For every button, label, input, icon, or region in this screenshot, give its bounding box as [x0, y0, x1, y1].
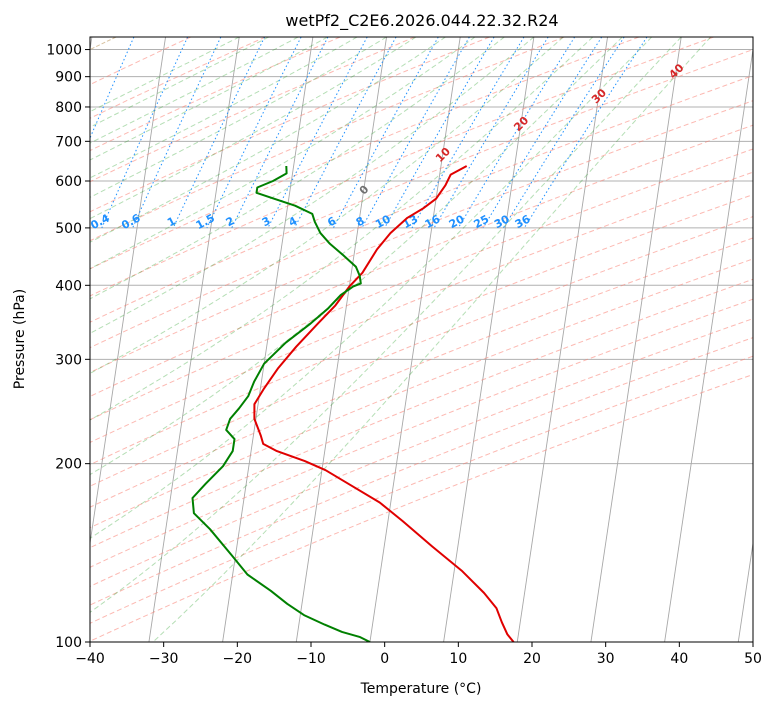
plot-background — [90, 37, 753, 642]
isotherm-line — [295, 37, 387, 642]
y-axis-ticks: 100 200 300 400 500 600 700 800 900 1000 — [46, 43, 90, 651]
dry-adiabat — [90, 337, 753, 606]
x-tick-label: −10 — [296, 651, 326, 667]
dry-adiabat — [90, 37, 415, 183]
isotherm-line — [369, 37, 461, 642]
y-tick-label: 100 — [55, 635, 82, 651]
y-tick-label: 900 — [55, 70, 82, 86]
x-tick-label: 40 — [670, 651, 688, 667]
dry-adiabat — [90, 37, 341, 152]
y-tick-label: 600 — [55, 174, 82, 190]
moist-adiabat — [90, 37, 594, 421]
mixing-ratio-line — [433, 37, 549, 229]
mixing-ratio-line — [267, 37, 368, 229]
isotherm-line — [148, 37, 240, 642]
dry-adiabat — [90, 37, 714, 297]
x-tick-label: 50 — [744, 651, 762, 667]
x-tick-label: 10 — [449, 651, 467, 667]
dry-adiabat — [90, 373, 753, 642]
y-tick-label: 300 — [55, 352, 82, 368]
mixing-ratio-label: 25 — [472, 212, 492, 231]
dry-adiabat — [90, 298, 753, 568]
dry-adiabat — [90, 171, 753, 444]
isobar-gridlines — [90, 49, 753, 642]
mixing-ratio-line — [457, 37, 576, 229]
y-tick-label: 1000 — [46, 43, 82, 59]
mixing-ratio-line — [294, 37, 397, 229]
isotherm-line — [516, 37, 608, 642]
dry-adiabat — [90, 318, 753, 587]
x-tick-label: −40 — [75, 651, 105, 667]
mixing-ratio-line — [503, 37, 625, 229]
moist-adiabat — [90, 37, 653, 539]
plot-area: -100-90-80-70-60-50-40-30-20-10010203040… — [0, 37, 753, 642]
isotherm-lines — [90, 37, 753, 642]
mixing-ratio-line — [231, 37, 329, 229]
moist-adiabat — [90, 37, 328, 161]
x-tick-label: −30 — [149, 651, 179, 667]
x-tick-label: 30 — [597, 651, 615, 667]
plot-frame — [89, 36, 754, 643]
x-tick-label: −20 — [223, 651, 253, 667]
mixing-ratio-lines — [5, 37, 648, 229]
moist-adiabat — [90, 37, 387, 198]
y-tick-label: 700 — [55, 134, 82, 150]
y-tick-label: 400 — [55, 278, 82, 294]
chart-title: wetPf2_C2E6.2026.044.22.32.R24 — [285, 11, 558, 31]
moist-adiabat — [90, 37, 476, 270]
dry-adiabat — [90, 37, 191, 86]
x-axis-label: Temperature (°C) — [360, 681, 482, 697]
moist-adiabat-lines — [90, 37, 712, 642]
dry-adiabat — [90, 124, 753, 397]
mixing-ratio-label: 30 — [492, 212, 512, 231]
temperature-line — [253, 165, 515, 642]
mixing-ratio-line — [206, 37, 302, 229]
mixing-ratio-label: 10 — [373, 212, 393, 231]
moist-adiabat — [90, 37, 682, 613]
isotherm-line — [590, 37, 682, 642]
sounding-series — [191, 165, 515, 642]
mixing-ratio-line — [482, 37, 603, 229]
mixing-ratio-labels: 0.1 0.2 0.4 0.6 1 1.5 2 3 4 6 8 10 13 16 20 25 30 36 — [0, 211, 533, 232]
dry-adiabat — [90, 148, 753, 421]
x-tick-label: 20 — [523, 651, 541, 667]
dry-adiabat-lines — [90, 37, 753, 642]
dry-adiabat — [90, 37, 565, 242]
mixing-ratio-label: 16 — [423, 212, 443, 231]
moist-adiabat — [90, 37, 269, 128]
mixing-ratio-line — [5, 37, 84, 228]
isotherm-line — [443, 37, 535, 642]
mixing-ratio-line — [523, 37, 648, 229]
moist-adiabat — [90, 37, 417, 220]
mixing-ratio-label: 20 — [447, 212, 467, 231]
y-tick-label: 800 — [55, 100, 82, 116]
mixing-ratio-label: 36 — [513, 212, 533, 231]
x-tick-label: 0 — [380, 651, 389, 667]
mixing-ratio-label: 0.1 — [0, 211, 15, 232]
dewpoint-line — [191, 165, 371, 642]
moist-adiabat — [90, 37, 535, 334]
mixing-ratio-line — [332, 37, 439, 229]
x-axis-ticks: −40 −30 −20 −10 0 10 20 30 40 50 — [75, 642, 762, 667]
y-tick-label: 200 — [55, 457, 82, 473]
moist-adiabat — [90, 37, 564, 375]
isotherm-line — [664, 46, 753, 642]
dry-adiabat — [90, 355, 753, 624]
y-axis-label: Pressure (hPa) — [12, 289, 28, 389]
mixing-ratio-line — [90, 37, 135, 140]
moist-adiabat — [90, 37, 446, 243]
y-tick-label: 500 — [55, 221, 82, 237]
dry-adiabat — [90, 49, 753, 323]
mixing-ratio-label: 13 — [401, 212, 421, 231]
moist-adiabat — [90, 37, 623, 476]
dry-adiabat — [90, 278, 753, 549]
dry-adiabat — [90, 74, 753, 349]
moist-adiabat — [152, 37, 712, 642]
moist-adiabat — [90, 37, 299, 144]
